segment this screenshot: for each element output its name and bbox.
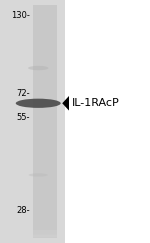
Bar [33,234,57,238]
Bar [33,233,57,236]
Bar [33,233,57,237]
Bar [33,232,57,236]
Bar [33,233,57,236]
Bar [33,232,57,236]
Bar [33,233,57,237]
Text: IL-1RAcP: IL-1RAcP [72,98,120,108]
Ellipse shape [28,66,48,70]
Bar [33,233,57,236]
Bar [33,231,57,234]
Bar [33,233,57,237]
Bar [33,232,57,235]
Bar [33,231,57,235]
Bar [33,231,57,235]
Text: 72-: 72- [16,89,30,98]
Bar [33,234,57,238]
Bar [33,234,57,237]
Bar [33,232,57,236]
Bar [33,234,57,238]
Bar [33,230,57,234]
Bar [33,232,57,235]
Bar [33,233,57,237]
Bar [33,231,57,234]
Bar [33,233,57,237]
Bar [33,231,57,235]
Bar [33,231,57,235]
Bar [33,232,57,236]
Bar [33,234,57,238]
Bar [33,234,57,238]
Bar [33,232,57,236]
Bar [33,233,57,237]
Bar [33,234,57,238]
Bar [33,5,57,238]
Bar [33,231,57,234]
Bar [33,231,57,235]
Bar [33,234,57,238]
Bar [33,233,57,237]
Bar [33,231,57,235]
Bar [33,231,57,235]
Bar [33,231,57,235]
Text: 55-: 55- [16,113,30,122]
Bar [33,234,57,238]
Ellipse shape [29,173,48,177]
Bar [33,234,57,238]
Bar [33,234,57,238]
Bar [33,232,57,236]
Bar [33,231,57,235]
Bar [33,232,57,236]
Bar [33,232,57,236]
Bar [33,232,57,235]
Bar [33,233,57,237]
Bar [33,233,57,237]
Bar [33,232,57,236]
Text: 28-: 28- [16,206,30,215]
Bar [33,232,57,236]
Bar [33,233,57,236]
Bar [33,231,57,235]
Bar [33,231,57,234]
Polygon shape [62,96,69,111]
Bar [33,234,57,237]
Bar [33,231,57,235]
Bar [33,232,57,235]
Text: 130-: 130- [11,11,30,20]
Bar [33,234,57,237]
Bar [33,232,57,236]
Bar [33,233,57,237]
Bar [0,0,64,243]
Bar [33,233,57,237]
Ellipse shape [16,99,61,108]
Bar [33,234,57,237]
